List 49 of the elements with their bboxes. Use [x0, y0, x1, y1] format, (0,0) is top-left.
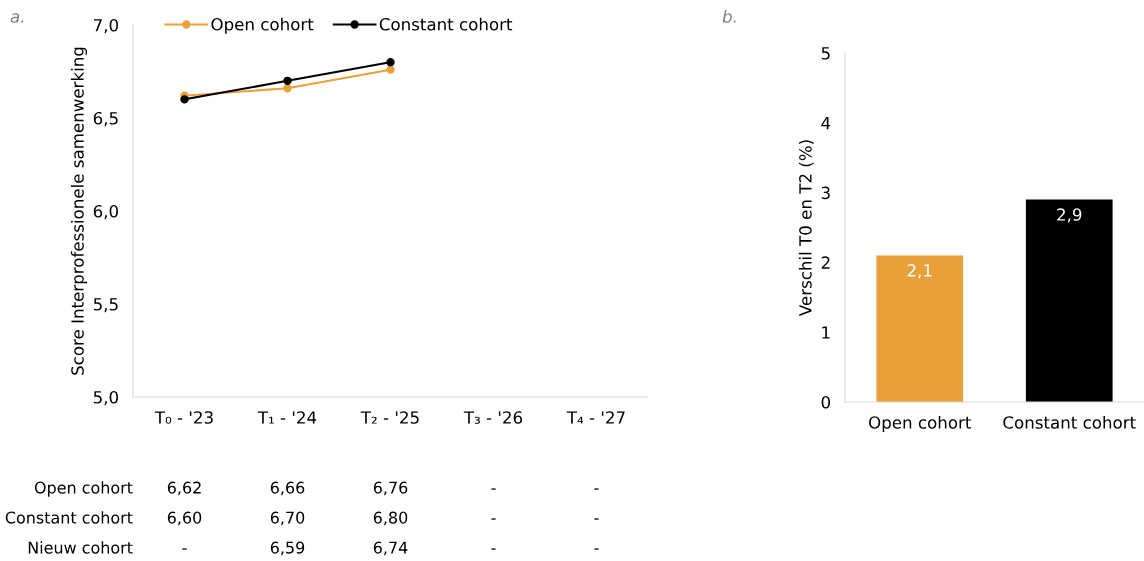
data-label: 6,70 — [270, 511, 305, 526]
text: - — [491, 518, 496, 520]
data-label: 6,60 — [167, 511, 202, 526]
x-tick-label: T₂ - '25 — [360, 411, 419, 424]
y-tick-label: 7,0 — [93, 18, 119, 34]
text: - — [594, 488, 599, 490]
data-label: 6,76 — [373, 481, 408, 496]
text: - — [491, 488, 496, 490]
text: - — [491, 548, 496, 550]
x-tick-label: T₃ - '26 — [463, 411, 523, 424]
data-label: 6,66 — [270, 481, 305, 496]
data-label: 2,9 — [1057, 208, 1082, 223]
y-tick-label: 6,0 — [93, 204, 119, 220]
text: - — [594, 518, 599, 520]
text: 6,74 — [373, 541, 408, 556]
point — [180, 95, 189, 104]
data-label: 2,1 — [907, 264, 932, 279]
y-tick-label: 5 — [821, 47, 830, 60]
y-tick-label: 5,5 — [93, 298, 118, 313]
y-tick-label: 5,0 — [93, 390, 119, 406]
legend-label: Open cohort — [211, 17, 314, 34]
x-tick-label: Open cohort — [869, 415, 972, 433]
text: - — [182, 548, 187, 550]
y-tick-label: 0 — [821, 395, 830, 409]
y-tick-label: 6,5 — [93, 111, 118, 127]
point — [283, 76, 292, 85]
point — [386, 58, 395, 67]
y-tick-label: 4 — [821, 116, 831, 130]
data-label: 6,62 — [167, 481, 201, 496]
point — [386, 65, 395, 74]
x-tick-label: T₄ - '27 — [566, 411, 625, 424]
y-axis-title: Score Interprofessionele samenwerking — [70, 47, 88, 375]
y-tick-label: 3 — [821, 186, 830, 200]
y-axis-title: Verschil T0 en T2 (%) — [798, 140, 814, 317]
legend-label: Constant cohort — [379, 17, 513, 31]
point — [283, 84, 292, 93]
data-label: 6,80 — [373, 511, 408, 526]
x-tick-label: Constant cohort — [1003, 415, 1136, 429]
text: Nieuw cohort — [28, 541, 133, 554]
text: - — [594, 548, 599, 550]
x-tick-label: T₀ - '23 — [154, 411, 213, 424]
text: b. — [722, 9, 736, 23]
y-tick-label: 1 — [822, 326, 830, 339]
text: 6,59 — [270, 541, 305, 556]
x-tick-label: T₁ - '24 — [257, 411, 317, 424]
y-tick-label: 2 — [821, 256, 830, 269]
text: Constant cohort — [5, 511, 133, 524]
text: a. — [10, 13, 24, 23]
text: Open cohort — [34, 481, 133, 497]
